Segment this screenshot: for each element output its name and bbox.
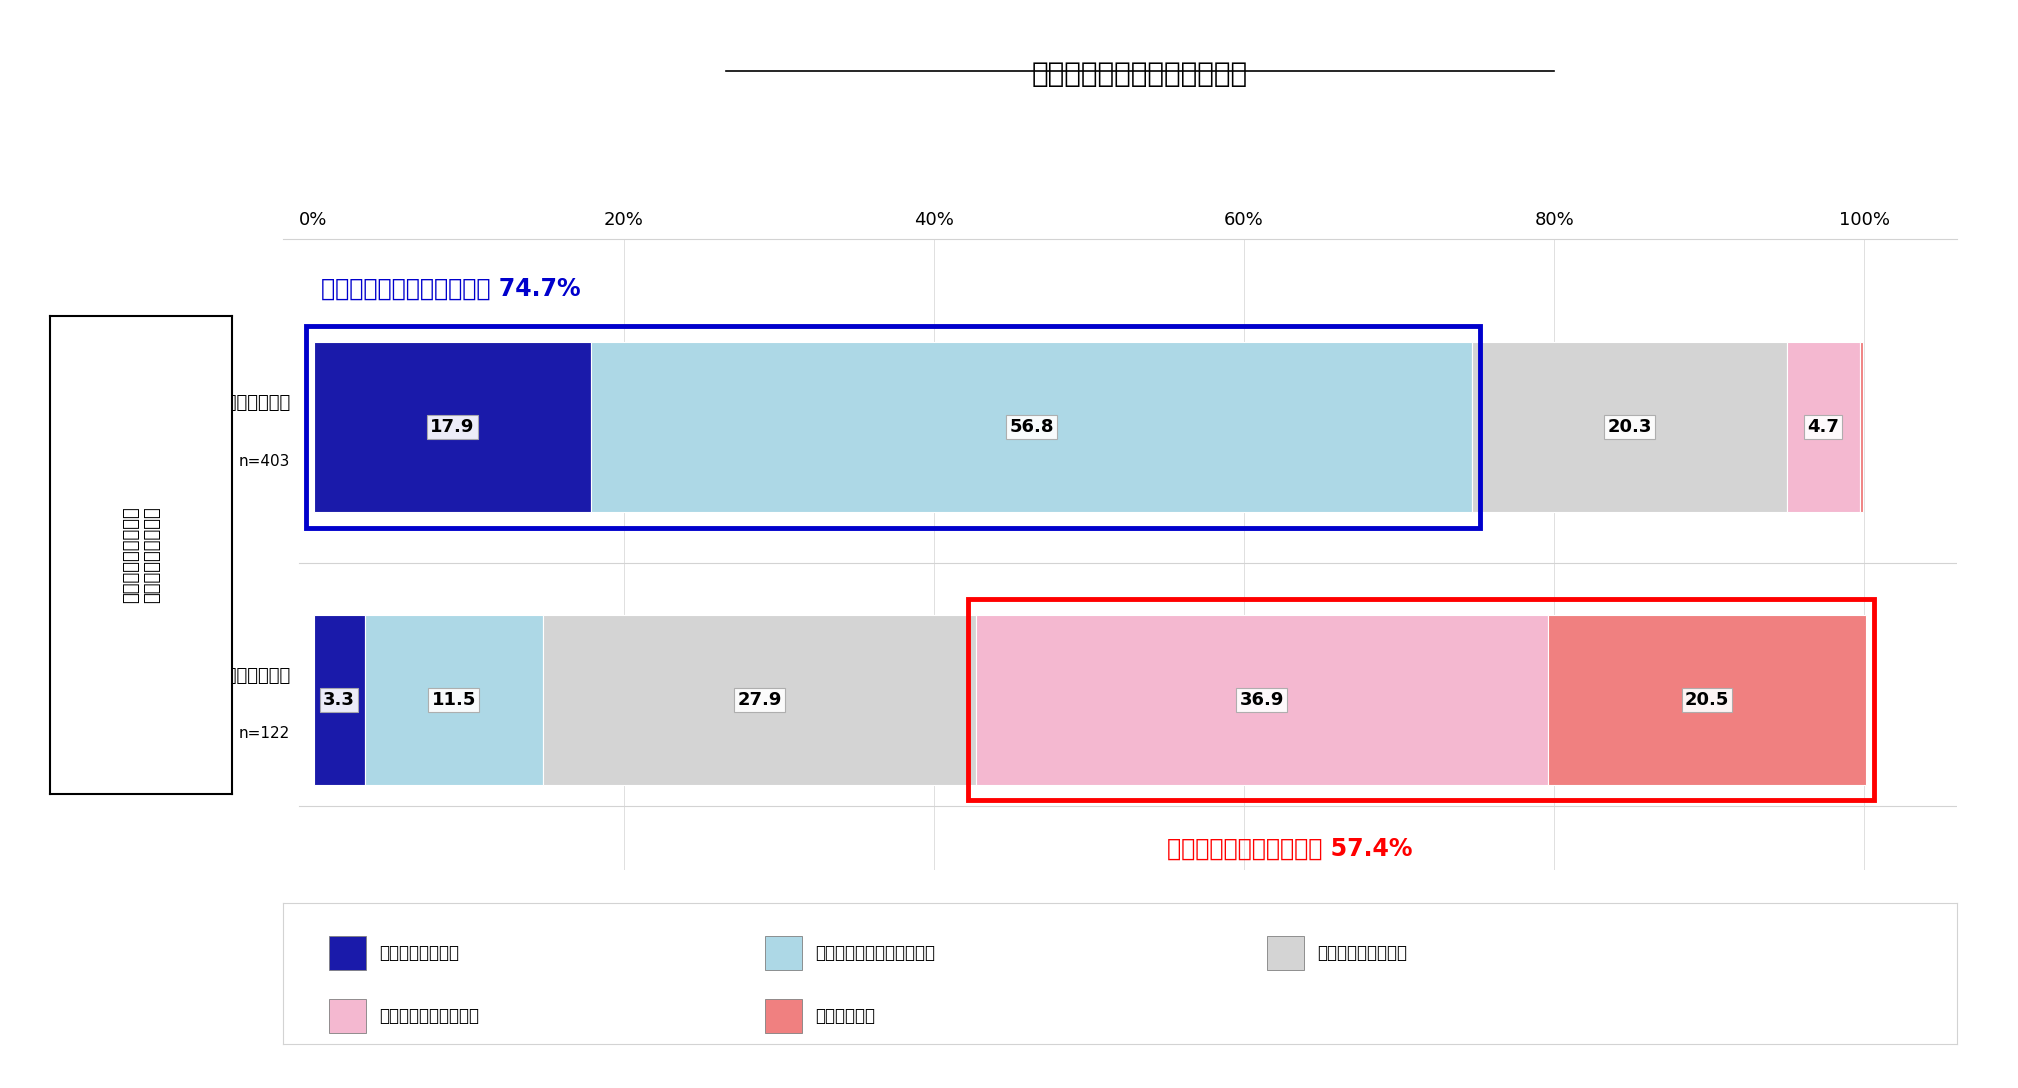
Text: 見たことがない: 見たことがない [216,394,291,412]
Text: 27.9: 27.9 [737,691,781,709]
Text: 56.8: 56.8 [1009,418,1053,436]
Bar [1861,342,1863,512]
Bar [1786,342,1861,512]
Text: 20.3: 20.3 [1606,418,1651,436]
Bar [365,615,543,786]
Bar [1471,342,1786,512]
FancyBboxPatch shape [329,999,367,1034]
Bar [591,342,1471,512]
Bar [313,342,591,512]
Text: 20.5: 20.5 [1685,691,1729,709]
Text: n=403: n=403 [238,454,291,469]
Text: まったくその通り: まったくその通り [379,943,460,962]
Bar [977,615,1548,786]
Text: 品質規定・基準から
外れた業務について: 品質規定・基準から 外れた業務について [121,507,161,603]
Text: どちらかといえば違う: どちらかといえば違う [379,1007,480,1025]
Bar [543,615,977,786]
FancyBboxPatch shape [765,999,801,1034]
Text: 11.5: 11.5 [432,691,476,709]
Text: どちらかといえばその通り: どちらかといえばその通り [815,943,934,962]
Text: 17.9: 17.9 [430,418,474,436]
Text: 36.9: 36.9 [1239,691,1283,709]
Text: 同じ問題が再発している 57.4%: 同じ問題が再発している 57.4% [1166,837,1413,861]
Text: 3.3: 3.3 [323,691,355,709]
Bar [1548,615,1867,786]
Text: 4.7: 4.7 [1808,418,1838,436]
Text: n=122: n=122 [238,727,291,741]
Text: 見たことがある: 見たことがある [216,667,291,685]
Bar [313,615,365,786]
FancyBboxPatch shape [765,936,801,969]
Text: まったく違う: まったく違う [815,1007,876,1025]
FancyBboxPatch shape [1267,936,1304,969]
Text: 同じ問題が再発していない 74.7%: 同じ問題が再発していない 74.7% [321,276,581,300]
FancyBboxPatch shape [329,936,367,969]
Text: どちらともいえない: どちらともいえない [1318,943,1409,962]
Text: 同じ品質問題の職場での再発: 同じ品質問題の職場での再発 [1031,60,1249,88]
